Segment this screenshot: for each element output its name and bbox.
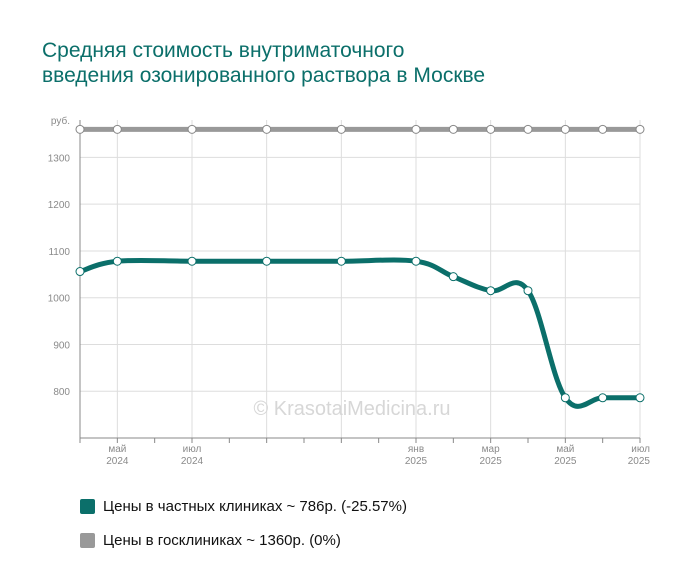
y-tick-label: 900 [53,340,70,351]
x-tick-label-month: май [556,444,574,455]
x-tick-label-year: 2025 [554,456,577,467]
y-tick-label: 1300 [48,153,71,164]
data-point-private [560,393,570,403]
data-point-public [560,124,570,134]
series-line-private [77,257,643,409]
data-point-public [635,124,645,134]
data-point-public [112,124,122,134]
data-point-private [411,256,421,266]
data-point-private [635,393,645,403]
data-point-public [187,124,197,134]
chart-svg: 8009001000110012001300руб.май2024июл2024… [48,115,651,467]
data-point-private [448,272,458,282]
y-tick-label: 800 [53,387,70,398]
x-tick-label-month: май [108,444,126,455]
data-point-public [448,124,458,134]
y-tick-label: 1000 [48,294,71,305]
data-point-private [523,286,533,296]
data-point-public [336,124,346,134]
y-unit-label: руб. [51,115,70,127]
data-point-public [486,124,496,134]
legend-swatch-private [80,498,95,514]
legend-item-public[interactable]: Цены в госклиниках ~ 1360р. (0%) [80,523,407,557]
legend-swatch-public [80,532,95,548]
data-point-public [523,124,533,134]
chart-title-line-1: Средняя стоимость внутриматочного [42,39,405,62]
watermark: © KrasotaiMedicina.ru [253,398,450,420]
data-point-private [112,256,122,266]
x-tick-label-month: июл [183,444,202,455]
x-tick-label-year: 2025 [628,456,651,467]
x-tick-label-year: 2024 [106,456,129,467]
data-point-private [486,286,496,296]
x-tick-label-month: янв [408,444,424,455]
data-point-public [262,124,272,134]
data-point-public [598,124,608,134]
chart-title-line-2: введения озонированного раствора в Москв… [42,64,486,87]
x-tick-label-year: 2025 [405,456,428,467]
data-point-private [75,267,85,277]
legend: Цены в частных клиниках ~ 786р. (-25.57%… [80,489,407,557]
legend-item-private[interactable]: Цены в частных клиниках ~ 786р. (-25.57%… [80,489,407,523]
data-point-private [262,256,272,266]
legend-label-public: Цены в госклиниках ~ 1360р. (0%) [103,531,341,549]
chart-title: Средняя стоимость внутриматочного введен… [42,38,662,88]
data-point-public [75,124,85,134]
x-tick-label-month: мар [482,444,500,455]
data-point-public [411,124,421,134]
y-tick-label: 1200 [48,200,71,211]
legend-label-private: Цены в частных клиниках ~ 786р. (-25.57%… [103,497,407,515]
y-tick-label: 1100 [48,247,70,258]
x-tick-label-year: 2024 [181,456,204,467]
data-point-private [336,256,346,266]
data-point-private [187,256,197,266]
x-tick-label-year: 2025 [480,456,503,467]
x-tick-label-month: июл [631,444,650,455]
data-point-private [598,393,608,403]
